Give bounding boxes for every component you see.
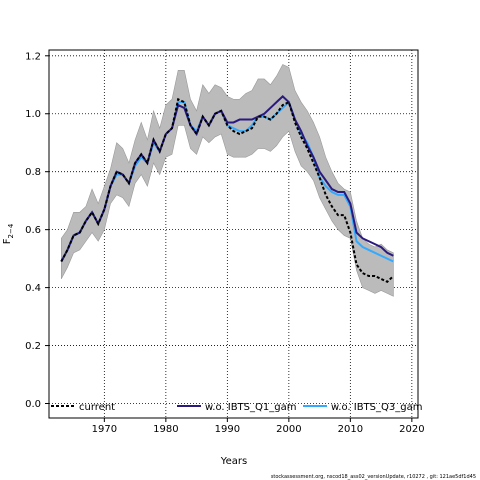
series-line-1 xyxy=(60,94,394,262)
y-tick-label: 1.0 xyxy=(25,109,41,120)
x-tick-label: 1970 xyxy=(92,424,117,435)
y-tick-label: 0.2 xyxy=(25,341,41,352)
grid-lines xyxy=(49,50,418,418)
confidence-band xyxy=(61,64,394,297)
y-tick-label: 0.8 xyxy=(25,167,41,178)
x-tick-label: 1980 xyxy=(153,424,178,435)
plot-frame xyxy=(48,49,419,419)
x-tick-label: 1990 xyxy=(215,424,240,435)
confidence-band-area xyxy=(61,64,394,297)
svg-text:F2−4: F2−4 xyxy=(2,223,15,244)
series-lines xyxy=(60,94,395,284)
y-axis-label: F xyxy=(2,238,13,244)
y-axis-label-group: F2−4 xyxy=(2,223,15,244)
y-tick-label: 0.0 xyxy=(25,399,41,410)
x-tick-label: 2020 xyxy=(399,424,424,435)
series-line-0 xyxy=(60,97,395,284)
y-tick-label: 0.4 xyxy=(25,283,41,294)
legend-label-current: current xyxy=(79,402,115,413)
x-axis-label: Years xyxy=(220,456,247,467)
y-tick-label: 1.2 xyxy=(25,51,41,62)
y-axis-label-subscript: 2−4 xyxy=(7,223,15,238)
x-tick-label: 2000 xyxy=(276,424,301,435)
legend-label-wo-ibts-q3: w.o. IBTS_Q3_gam xyxy=(331,402,422,413)
y-tick-label: 0.6 xyxy=(25,225,41,236)
y-axis: 0.0 0.2 0.4 0.6 0.8 1.0 1.2 xyxy=(25,51,49,410)
x-axis: 1970 1980 1990 2000 2010 2020 xyxy=(92,418,425,435)
footer-text: stockassessment.org, nscod18_ass02_versi… xyxy=(271,474,476,480)
legend-label-wo-ibts-q1: w.o. IBTS_Q1_gam xyxy=(205,402,296,413)
x-tick-label: 2010 xyxy=(338,424,363,435)
legend: current w.o. IBTS_Q1_gam w.o. IBTS_Q3_ga… xyxy=(51,402,422,413)
